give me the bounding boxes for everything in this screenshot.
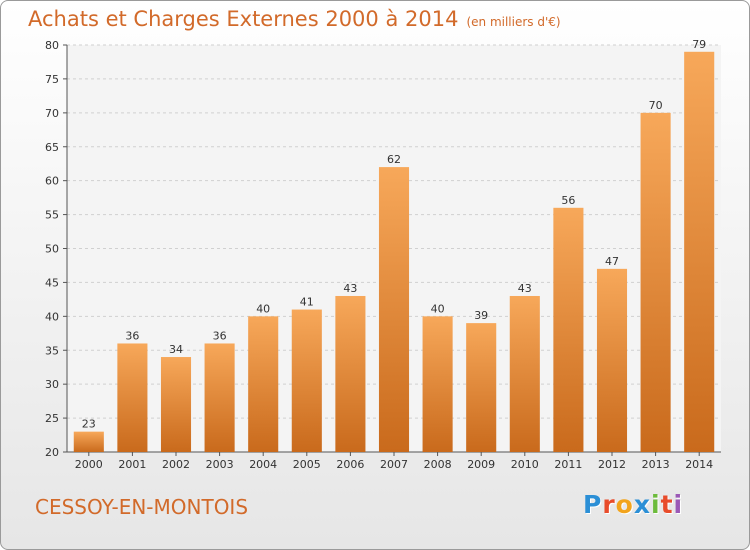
x-tick-label-2003: 2003 xyxy=(206,458,234,471)
logo-letter: t xyxy=(660,490,674,519)
data-label-2006: 43 xyxy=(343,282,357,295)
x-tick-label-2000: 2000 xyxy=(75,458,103,471)
y-tick-label-30: 30 xyxy=(45,378,59,391)
chart-title: Achats et Charges Externes 2000 à 2014 (e… xyxy=(28,7,561,31)
logo-letter: P xyxy=(583,490,603,519)
logo-letter: i xyxy=(673,490,684,519)
bar-2001 xyxy=(117,343,148,452)
y-tick-label-70: 70 xyxy=(45,107,59,120)
x-tick-label-2011: 2011 xyxy=(554,458,582,471)
y-tick-label-65: 65 xyxy=(45,141,59,154)
data-label-2005: 41 xyxy=(300,296,314,309)
x-tick-label-2002: 2002 xyxy=(162,458,190,471)
data-label-2014: 79 xyxy=(692,38,706,51)
x-tick-label-2012: 2012 xyxy=(598,458,626,471)
data-label-2002: 34 xyxy=(169,343,183,356)
y-tick-label-35: 35 xyxy=(45,344,59,357)
x-tick-label-2009: 2009 xyxy=(467,458,495,471)
x-tick-label-2007: 2007 xyxy=(380,458,408,471)
bar-2010 xyxy=(509,295,540,452)
y-tick-label-75: 75 xyxy=(45,73,59,86)
bar-2007 xyxy=(378,167,410,452)
bar-2014 xyxy=(684,51,715,453)
y-tick-label-60: 60 xyxy=(45,175,59,188)
bar-2002 xyxy=(160,357,192,452)
y-tick-label-45: 45 xyxy=(45,276,59,289)
x-tick-label-2006: 2006 xyxy=(336,458,364,471)
data-label-2003: 36 xyxy=(213,329,227,342)
data-label-2010: 43 xyxy=(518,282,532,295)
data-label-2000: 23 xyxy=(82,418,96,431)
bar-2008 xyxy=(422,316,453,452)
y-tick-label-25: 25 xyxy=(45,412,59,425)
bar-2005 xyxy=(291,309,322,452)
bar-2011 xyxy=(553,207,584,452)
x-tick-label-2001: 2001 xyxy=(118,458,146,471)
y-tick-label-40: 40 xyxy=(45,310,59,323)
chart-subtitle: (en milliers d'€) xyxy=(466,15,561,29)
data-label-2004: 40 xyxy=(256,302,270,315)
proxiti-logo: Proxiti xyxy=(583,490,683,519)
y-tick-label-50: 50 xyxy=(45,243,59,256)
bar-2004 xyxy=(248,316,279,452)
data-label-2011: 56 xyxy=(561,194,575,207)
bar-2009 xyxy=(466,323,497,452)
y-tick-label-80: 80 xyxy=(45,39,59,52)
y-tick-label-55: 55 xyxy=(45,209,59,222)
data-label-2001: 36 xyxy=(125,329,139,342)
bar-2012 xyxy=(596,268,628,452)
x-tick-label-2005: 2005 xyxy=(293,458,321,471)
x-tick-label-2013: 2013 xyxy=(642,458,670,471)
data-label-2009: 39 xyxy=(474,309,488,322)
logo-letter: i xyxy=(651,490,661,519)
x-tick-label-2014: 2014 xyxy=(685,458,713,471)
x-tick-label-2010: 2010 xyxy=(511,458,539,471)
logo-letter: r xyxy=(602,490,616,519)
commune-name: CESSOY-EN-MONTOIS xyxy=(35,495,249,519)
data-label-2013: 70 xyxy=(649,99,663,112)
y-tick-label-20: 20 xyxy=(45,446,59,459)
x-tick-label-2008: 2008 xyxy=(424,458,452,471)
data-label-2007: 62 xyxy=(387,153,401,166)
bar-2000 xyxy=(73,431,104,452)
bar-2006 xyxy=(335,295,366,452)
x-tick-label-2004: 2004 xyxy=(249,458,277,471)
logo-letter: x xyxy=(633,490,651,519)
logo-letter: o xyxy=(615,490,634,519)
bar-2003 xyxy=(204,343,235,452)
bar-2013 xyxy=(640,112,671,452)
data-label-2012: 47 xyxy=(605,255,619,268)
data-label-2008: 40 xyxy=(431,302,445,315)
